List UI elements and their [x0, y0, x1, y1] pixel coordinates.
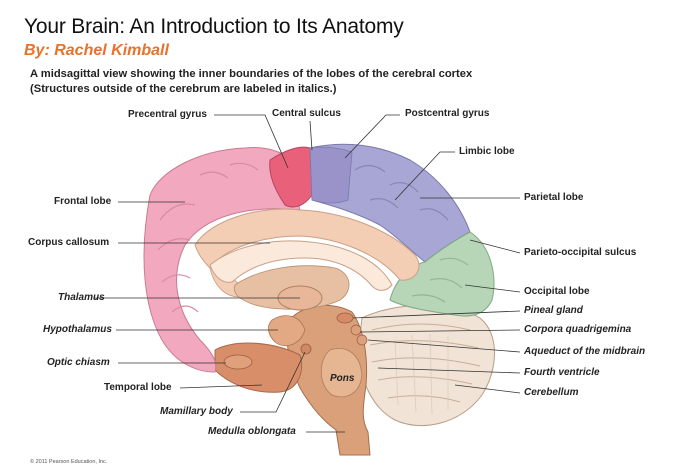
label-occipital-lobe: Occipital lobe: [524, 286, 590, 297]
copyright-notice: © 2011 Pearson Education, Inc.: [30, 459, 108, 465]
label-temporal-lobe: Temporal lobe: [104, 382, 172, 393]
label-mamillary-body: Mamillary body: [160, 406, 233, 417]
pineal-gland-shape: [336, 312, 354, 324]
label-aqueduct-of-midbrain: Aqueduct of the midbrain: [524, 346, 646, 357]
author-byline: By: Rachel Kimball: [24, 42, 169, 59]
brainstem-shape: [286, 304, 371, 456]
label-cerebellum: Cerebellum: [524, 387, 579, 398]
label-corpus-callosum: Corpus callosum: [28, 237, 110, 248]
label-precentral-gyrus: Precentral gyrus: [128, 109, 207, 120]
subtitle-line-1: A midsagittal view showing the inner bou…: [30, 68, 473, 80]
label-corpora-quadrigemina: Corpora quadrigemina: [524, 324, 632, 335]
label-fourth-ventricle: Fourth ventricle: [524, 367, 600, 378]
label-frontal-lobe: Frontal lobe: [54, 196, 112, 207]
label-pons: Pons: [330, 373, 355, 384]
cerebellum-shape: [357, 304, 495, 426]
label-central-sulcus: Central sulcus: [272, 108, 341, 119]
mamillary-body-shape: [300, 343, 312, 355]
optic-chiasm-shape: [223, 354, 253, 370]
precentral-gyrus-shape: [269, 146, 313, 208]
label-postcentral-gyrus: Postcentral gyrus: [405, 108, 490, 119]
postcentral-gyrus-shape: [309, 146, 353, 204]
label-limbic-lobe: Limbic lobe: [459, 146, 515, 157]
label-hypothalamus: Hypothalamus: [43, 324, 112, 335]
label-thalamus: Thalamus: [58, 292, 105, 303]
label-pineal-gland: Pineal gland: [524, 305, 583, 316]
label-medulla-oblongata: Medulla oblongata: [208, 426, 296, 437]
label-parieto-occipital-sulcus: Parieto-occipital sulcus: [524, 247, 637, 258]
subtitle-line-2: (Structures outside of the cerebrum are …: [30, 83, 337, 95]
frontal-lobe-shape: [143, 147, 301, 373]
page-title: Your Brain: An Introduction to Its Anato…: [24, 15, 404, 38]
corpus-callosum-shape: [209, 240, 393, 291]
hypothalamus-shape: [268, 315, 306, 347]
label-optic-chiasm: Optic chiasm: [47, 357, 110, 368]
label-parietal-lobe: Parietal lobe: [524, 192, 584, 203]
